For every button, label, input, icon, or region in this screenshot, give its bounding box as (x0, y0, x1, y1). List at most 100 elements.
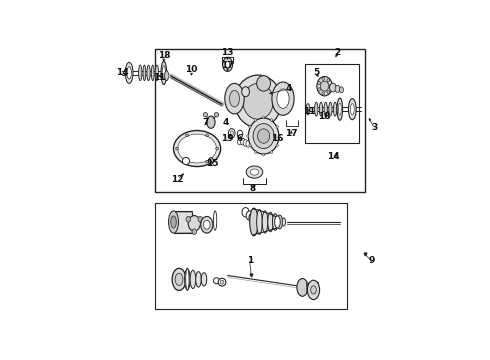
Ellipse shape (225, 61, 230, 68)
Text: 4: 4 (285, 85, 292, 94)
Ellipse shape (162, 66, 166, 80)
Ellipse shape (155, 65, 159, 81)
Ellipse shape (276, 144, 278, 147)
Ellipse shape (335, 85, 340, 93)
Text: 6: 6 (237, 134, 243, 143)
Ellipse shape (220, 280, 224, 284)
Ellipse shape (320, 81, 329, 91)
Ellipse shape (228, 129, 235, 138)
Ellipse shape (222, 58, 233, 72)
Ellipse shape (319, 102, 322, 116)
Bar (155, 49, 365, 192)
Text: 12: 12 (172, 175, 184, 184)
Ellipse shape (248, 118, 279, 154)
Ellipse shape (186, 268, 189, 291)
Ellipse shape (214, 211, 217, 230)
Ellipse shape (175, 273, 183, 285)
Text: 18: 18 (318, 112, 331, 121)
Ellipse shape (307, 280, 319, 300)
Ellipse shape (257, 210, 262, 234)
Ellipse shape (186, 134, 189, 137)
Ellipse shape (262, 211, 268, 233)
Ellipse shape (201, 273, 207, 286)
Ellipse shape (240, 138, 245, 145)
Ellipse shape (143, 65, 146, 81)
Ellipse shape (275, 216, 280, 228)
Bar (305, 64, 359, 143)
Text: 1: 1 (246, 256, 253, 265)
Text: 17: 17 (285, 129, 297, 138)
Text: 13: 13 (221, 48, 234, 57)
Ellipse shape (337, 98, 343, 120)
Ellipse shape (350, 104, 354, 115)
Ellipse shape (253, 123, 274, 149)
Ellipse shape (178, 134, 217, 163)
Ellipse shape (255, 118, 257, 121)
Ellipse shape (207, 116, 215, 128)
Text: 17: 17 (221, 61, 234, 70)
Ellipse shape (235, 75, 282, 128)
Ellipse shape (173, 131, 220, 167)
Text: 9: 9 (368, 256, 375, 265)
Ellipse shape (171, 216, 176, 228)
Text: 14: 14 (116, 68, 128, 77)
Ellipse shape (348, 99, 356, 120)
Ellipse shape (196, 271, 201, 287)
Text: 15: 15 (206, 159, 219, 168)
Ellipse shape (186, 160, 189, 163)
Ellipse shape (306, 104, 310, 115)
Ellipse shape (198, 216, 202, 222)
Text: 3: 3 (371, 123, 378, 132)
Ellipse shape (249, 213, 256, 222)
Text: 11: 11 (153, 73, 166, 82)
Ellipse shape (218, 278, 226, 286)
Ellipse shape (190, 270, 196, 288)
Ellipse shape (324, 102, 327, 116)
Ellipse shape (330, 83, 336, 92)
Ellipse shape (282, 218, 286, 226)
Ellipse shape (125, 62, 133, 84)
Ellipse shape (276, 125, 278, 128)
Ellipse shape (250, 169, 259, 175)
Ellipse shape (225, 84, 244, 114)
Text: 4: 4 (223, 118, 229, 127)
Text: 19: 19 (221, 134, 234, 143)
Ellipse shape (272, 82, 294, 115)
Bar (155, 203, 347, 309)
Text: 5: 5 (313, 68, 319, 77)
Ellipse shape (340, 87, 343, 93)
Ellipse shape (172, 268, 186, 291)
Ellipse shape (322, 92, 324, 95)
Text: 10: 10 (185, 65, 197, 74)
Ellipse shape (246, 140, 251, 147)
Text: 18: 18 (158, 51, 170, 60)
Text: 8: 8 (249, 184, 256, 193)
Ellipse shape (237, 130, 243, 138)
Ellipse shape (277, 215, 282, 229)
Ellipse shape (188, 216, 200, 231)
Ellipse shape (278, 135, 280, 138)
Ellipse shape (263, 153, 265, 156)
Ellipse shape (329, 85, 332, 88)
Ellipse shape (139, 65, 142, 81)
Ellipse shape (203, 112, 208, 117)
Text: 2: 2 (334, 48, 340, 57)
Ellipse shape (246, 211, 253, 220)
Ellipse shape (243, 84, 273, 120)
Ellipse shape (249, 125, 251, 128)
Ellipse shape (243, 140, 248, 146)
Ellipse shape (327, 90, 330, 94)
Ellipse shape (270, 118, 272, 121)
Ellipse shape (329, 102, 332, 116)
Ellipse shape (242, 87, 249, 97)
Ellipse shape (317, 76, 332, 96)
Ellipse shape (127, 67, 131, 79)
Ellipse shape (315, 102, 318, 116)
Ellipse shape (214, 112, 219, 117)
Ellipse shape (147, 65, 150, 81)
Ellipse shape (242, 208, 249, 217)
Ellipse shape (255, 151, 257, 153)
Ellipse shape (277, 89, 289, 108)
Ellipse shape (246, 135, 249, 138)
Ellipse shape (249, 144, 251, 147)
